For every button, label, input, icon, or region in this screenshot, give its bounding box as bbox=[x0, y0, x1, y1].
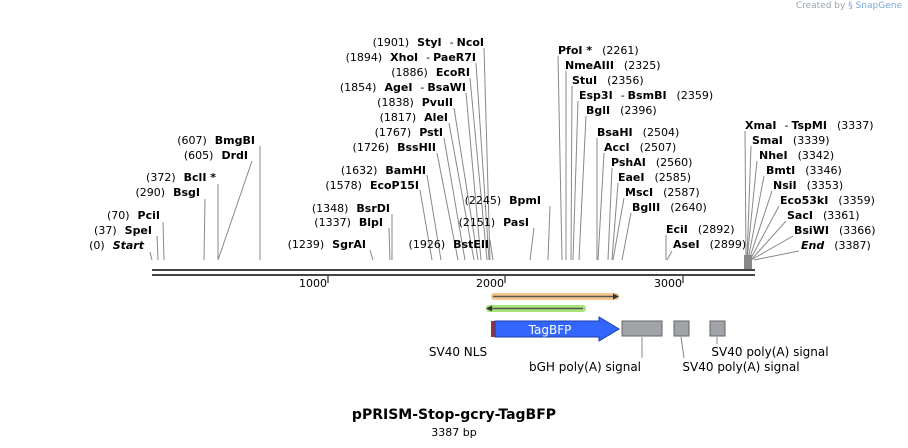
site-label-saci: SacI (3361) bbox=[787, 209, 860, 222]
site-label-spei: (37) SpeI bbox=[94, 224, 152, 237]
sv40-polya-label-1: SV40 poly(A) signal bbox=[682, 360, 799, 374]
site-label-styi: (1901) StyI - NcoI bbox=[373, 36, 484, 49]
ruler: 1000 2000 3000 bbox=[299, 276, 684, 290]
site-label-eco53ki: Eco53kI (3359) bbox=[780, 194, 875, 207]
sv40-nls-label: SV40 NLS bbox=[429, 345, 487, 359]
site-label-bsshii: (1726) BssHII bbox=[353, 141, 436, 154]
site-labels-right: PfoI * (2261) NmeAIII (2325) StuI (2356) Es… bbox=[558, 44, 876, 252]
site-label-pvuii: (1838) PvuII bbox=[377, 96, 453, 109]
site-label-asei: AseI (2899) bbox=[673, 238, 746, 251]
site-label-stui: StuI (2356) bbox=[572, 74, 644, 87]
site-label-bglii: BglII (2640) bbox=[632, 201, 707, 214]
ruler-label-3000: 3000 bbox=[654, 277, 682, 290]
site-label-bsgi: (290) BsgI bbox=[136, 186, 201, 199]
site-label-drdi: (605) DrdI bbox=[184, 149, 248, 162]
plasmid-title: pPRISM-Stop-gcry-TagBFP bbox=[351, 407, 557, 423]
site-label-agei: (1854) AgeI - BsaWI bbox=[340, 81, 466, 94]
created-by-credit: Created by § SnapGene bbox=[796, 1, 902, 11]
site-label-pasi: (2151) PasI bbox=[459, 216, 529, 229]
credit-prefix: Created by bbox=[795, 1, 846, 11]
site-label-xhoi: (1894) XhoI - PaeR7I bbox=[346, 51, 476, 64]
credit-brand: SnapGene bbox=[855, 1, 902, 11]
sv40-polya-feature-2 bbox=[709, 320, 726, 337]
site-label-bsahi: BsaHI (2504) bbox=[597, 126, 679, 139]
site-label-bsrdi: (1348) BsrDI bbox=[312, 202, 390, 215]
bgh-polya-label: bGH poly(A) signal bbox=[529, 360, 641, 374]
plasmid-backbone bbox=[152, 255, 755, 276]
site-label-smai: SmaI (3339) bbox=[752, 134, 829, 147]
site-label-nhei: NheI (3342) bbox=[759, 149, 834, 162]
site-label-bmgbi: (607) BmgBI bbox=[177, 134, 255, 147]
site-label-start: (0) Start bbox=[89, 239, 145, 252]
tagbfp-feature bbox=[494, 316, 620, 342]
site-label-bcli: (372) BclI * bbox=[146, 171, 216, 184]
site-label-psti: (1767) PstI bbox=[375, 126, 443, 139]
site-label-bmti: BmtI (3346) bbox=[766, 164, 842, 177]
features: TagBFP SV40 NLS bGH poly(A) signal SV40 … bbox=[429, 316, 829, 374]
site-label-esp3i: Esp3I - BsmBI (2359) bbox=[579, 89, 713, 102]
site-leader-lines bbox=[149, 47, 800, 261]
plasmid-length: 3387 bp bbox=[431, 426, 477, 439]
ruler-label-1000: 1000 bbox=[299, 277, 327, 290]
site-label-blpi: (1337) BlpI bbox=[314, 216, 383, 229]
site-label-alei: (1817) AleI bbox=[380, 111, 448, 124]
site-label-pshai: PshAI (2560) bbox=[611, 156, 692, 169]
site-label-ecii: EciI (2892) bbox=[666, 223, 734, 236]
site-label-nmeaiii: NmeAIII (2325) bbox=[565, 59, 661, 72]
site-label-sgrai: (1239) SgrAI bbox=[288, 238, 366, 251]
site-label-xmai: XmaI - TspMI (3337) bbox=[745, 119, 874, 132]
ruler-label-2000: 2000 bbox=[476, 277, 504, 290]
site-label-acci: AccI (2507) bbox=[604, 141, 676, 154]
bgh-polya-feature bbox=[621, 320, 663, 337]
site-label-ecori: (1886) EcoRI bbox=[391, 66, 470, 79]
site-label-pcii: (70) PciI bbox=[107, 209, 160, 222]
site-label-bgli: BglI (2396) bbox=[586, 104, 657, 117]
site-label-eaei: EaeI (2585) bbox=[618, 171, 691, 184]
site-label-ecop15i: (1578) EcoP15I bbox=[325, 179, 419, 192]
site-label-msci: MscI (2587) bbox=[625, 186, 700, 199]
site-label-end: End (3387) bbox=[801, 239, 871, 252]
site-labels-left: (1901) StyI - NcoI (1894) XhoI - PaeR7I (1886)… bbox=[89, 36, 541, 252]
site-label-pfoi: PfoI * (2261) bbox=[558, 44, 639, 57]
sv40-polya-feature-1 bbox=[673, 320, 690, 337]
sv40-polya-label-2: SV40 poly(A) signal bbox=[711, 345, 828, 359]
site-label-bamhi: (1632) BamHI bbox=[341, 164, 426, 177]
tagbfp-label: TagBFP bbox=[528, 323, 572, 337]
site-label-bpmi: (2245) BpmI bbox=[465, 194, 541, 207]
site-label-nsii: NsiI (3353) bbox=[773, 179, 843, 192]
primer-arrows bbox=[486, 293, 619, 312]
snapgene-logo-icon: § bbox=[848, 1, 853, 11]
sv40-nls-feature bbox=[491, 321, 495, 337]
site-label-bsiwi: BsiWI (3366) bbox=[794, 224, 876, 237]
site-label-bsteii: (1926) BstEII bbox=[409, 238, 489, 251]
